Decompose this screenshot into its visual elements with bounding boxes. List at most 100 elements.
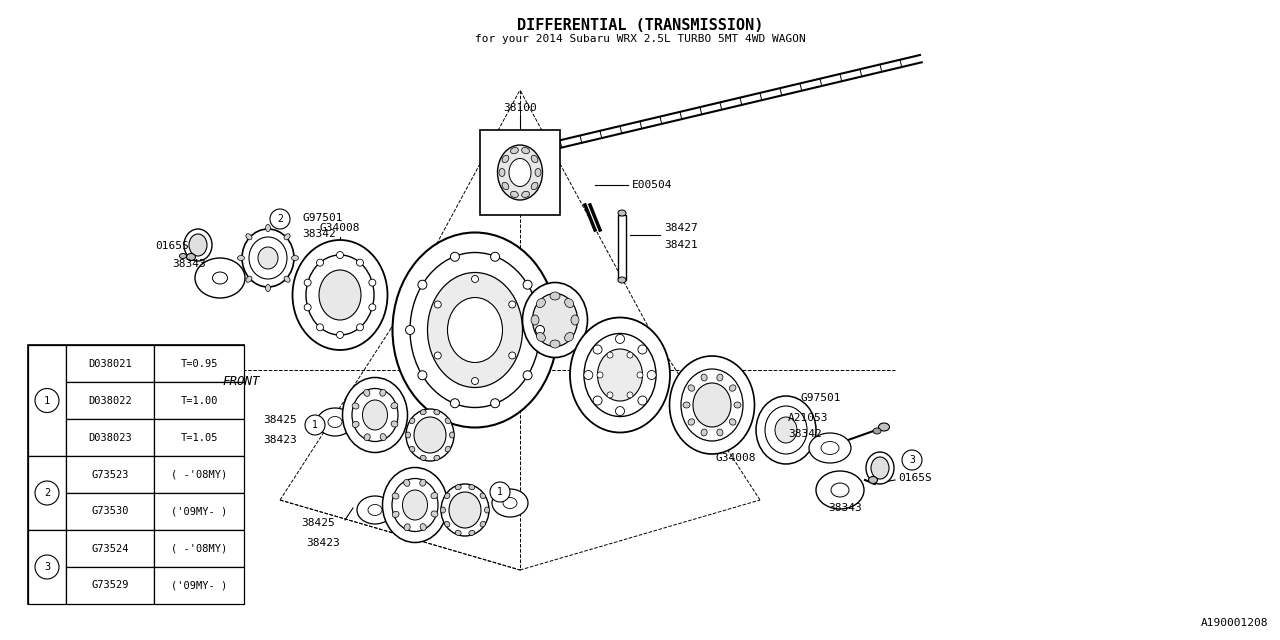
Ellipse shape xyxy=(584,371,593,380)
Ellipse shape xyxy=(593,345,602,354)
Text: 1: 1 xyxy=(497,487,503,497)
Ellipse shape xyxy=(392,493,399,499)
Ellipse shape xyxy=(246,276,252,282)
Ellipse shape xyxy=(774,417,797,443)
Ellipse shape xyxy=(524,280,532,289)
Ellipse shape xyxy=(550,292,561,300)
Ellipse shape xyxy=(410,253,540,408)
Ellipse shape xyxy=(390,421,398,427)
Text: T=1.05: T=1.05 xyxy=(180,433,218,442)
Ellipse shape xyxy=(531,315,539,325)
Ellipse shape xyxy=(292,255,298,260)
Text: 1: 1 xyxy=(44,396,50,406)
Text: T=0.95: T=0.95 xyxy=(180,358,218,369)
Ellipse shape xyxy=(406,326,415,335)
Ellipse shape xyxy=(584,333,657,417)
Ellipse shape xyxy=(431,493,438,499)
Ellipse shape xyxy=(627,352,634,358)
Ellipse shape xyxy=(468,484,475,490)
Ellipse shape xyxy=(535,168,541,177)
Ellipse shape xyxy=(343,378,407,452)
Ellipse shape xyxy=(449,492,481,528)
Ellipse shape xyxy=(369,279,376,286)
Text: 38343: 38343 xyxy=(828,503,861,513)
Text: 2: 2 xyxy=(44,488,50,498)
Bar xyxy=(28,345,67,456)
Ellipse shape xyxy=(420,410,426,415)
Ellipse shape xyxy=(508,301,516,308)
Ellipse shape xyxy=(511,191,518,198)
Text: G34008: G34008 xyxy=(320,223,360,233)
Ellipse shape xyxy=(607,392,613,398)
Ellipse shape xyxy=(428,273,522,387)
Bar xyxy=(154,493,244,530)
Ellipse shape xyxy=(681,369,742,441)
Bar xyxy=(154,382,244,419)
Ellipse shape xyxy=(689,419,695,425)
Text: G73524: G73524 xyxy=(91,543,129,554)
Ellipse shape xyxy=(305,304,311,311)
Ellipse shape xyxy=(522,147,530,154)
Ellipse shape xyxy=(596,372,603,378)
Bar xyxy=(67,493,154,530)
Text: A190001208: A190001208 xyxy=(1201,618,1268,628)
Ellipse shape xyxy=(502,182,509,189)
Ellipse shape xyxy=(509,159,531,186)
Bar xyxy=(67,382,154,419)
Text: ('09MY- ): ('09MY- ) xyxy=(170,506,227,516)
Ellipse shape xyxy=(448,298,503,362)
Ellipse shape xyxy=(440,507,445,513)
Ellipse shape xyxy=(564,332,573,342)
Ellipse shape xyxy=(598,349,643,401)
Ellipse shape xyxy=(420,524,426,531)
Text: T=1.00: T=1.00 xyxy=(180,396,218,406)
Ellipse shape xyxy=(480,493,485,499)
Ellipse shape xyxy=(403,479,410,486)
Ellipse shape xyxy=(451,399,460,408)
Ellipse shape xyxy=(870,457,890,479)
Ellipse shape xyxy=(246,234,252,240)
Ellipse shape xyxy=(618,277,626,283)
Ellipse shape xyxy=(352,421,360,428)
Ellipse shape xyxy=(380,389,387,396)
Ellipse shape xyxy=(337,332,343,339)
Ellipse shape xyxy=(392,479,438,531)
Bar xyxy=(618,215,626,280)
Ellipse shape xyxy=(524,371,532,380)
Ellipse shape xyxy=(402,490,428,520)
Ellipse shape xyxy=(393,232,558,428)
Ellipse shape xyxy=(284,234,291,240)
Ellipse shape xyxy=(468,531,475,536)
Bar xyxy=(154,419,244,456)
Text: 38427: 38427 xyxy=(664,223,698,233)
Ellipse shape xyxy=(434,301,442,308)
Ellipse shape xyxy=(413,417,445,453)
Ellipse shape xyxy=(265,285,270,291)
Ellipse shape xyxy=(485,507,489,513)
Ellipse shape xyxy=(867,452,893,484)
Text: 2: 2 xyxy=(276,214,283,224)
Ellipse shape xyxy=(616,335,625,344)
Ellipse shape xyxy=(499,168,506,177)
Ellipse shape xyxy=(522,191,530,198)
Ellipse shape xyxy=(570,317,669,433)
Ellipse shape xyxy=(404,524,410,531)
Ellipse shape xyxy=(490,399,499,408)
Ellipse shape xyxy=(444,493,449,499)
Ellipse shape xyxy=(369,504,381,515)
Bar xyxy=(67,567,154,604)
Ellipse shape xyxy=(627,392,634,398)
Text: ( -'08MY): ( -'08MY) xyxy=(170,470,227,479)
Text: G34008: G34008 xyxy=(716,453,755,463)
Ellipse shape xyxy=(444,521,449,527)
Ellipse shape xyxy=(511,147,518,154)
Ellipse shape xyxy=(765,406,806,454)
Ellipse shape xyxy=(717,429,723,436)
Bar xyxy=(28,456,67,530)
Ellipse shape xyxy=(406,432,411,438)
Ellipse shape xyxy=(265,225,270,232)
Ellipse shape xyxy=(212,272,228,284)
Text: D038022: D038022 xyxy=(88,396,132,406)
Bar xyxy=(28,345,244,604)
Text: 38423: 38423 xyxy=(306,538,340,548)
